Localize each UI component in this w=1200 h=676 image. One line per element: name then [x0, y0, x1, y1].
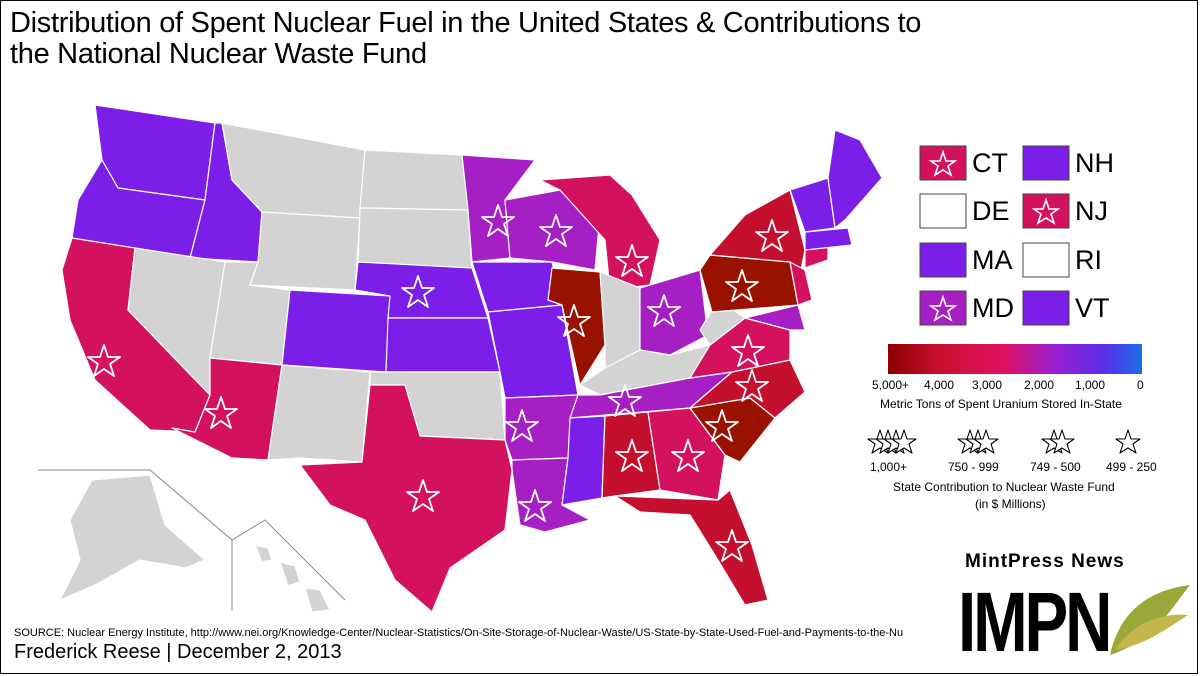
legend-label-vt: VT — [1075, 293, 1110, 323]
state-south-dakota — [357, 207, 473, 271]
state-florida — [614, 489, 769, 606]
fund-stars-500-749 — [1041, 429, 1075, 454]
brand-name: MintPress News — [965, 551, 1125, 572]
scale-tick-2000: 2,000 — [1024, 378, 1055, 392]
star-virginia — [731, 334, 765, 367]
scale-caption: Metric Tons of Spent Uranium Stored In-S… — [880, 397, 1122, 411]
state-mississippi — [561, 415, 606, 506]
state-iowa — [471, 261, 563, 313]
legend-label-md: MD — [972, 293, 1014, 323]
star-california — [87, 344, 121, 377]
star-michigan — [615, 244, 649, 277]
state-colorado — [281, 289, 391, 373]
state-new-mexico — [267, 364, 371, 463]
fund-stars-1000plus — [867, 429, 917, 454]
star-louisiana — [518, 489, 552, 522]
map-stars — [87, 204, 789, 562]
state-hawaii — [254, 544, 331, 613]
legend-label-nh: NH — [1075, 148, 1114, 178]
scale-tick-1000: 1,000 — [1075, 378, 1106, 392]
state-arkansas — [504, 394, 579, 461]
fund-stars-250-499 — [1115, 429, 1141, 454]
state-ohio — [639, 269, 709, 356]
legend-star-ct — [928, 149, 958, 177]
star-arkansas — [505, 409, 539, 442]
star-florida — [715, 529, 749, 562]
states-layer — [59, 104, 883, 613]
legend-label-ri: RI — [1075, 245, 1102, 275]
fund-label-1000plus: 1,000+ — [870, 460, 908, 474]
state-missouri — [487, 304, 579, 399]
legend-box-ri — [1022, 242, 1070, 278]
title-line-2: the National Nuclear Waste Fund — [10, 38, 427, 70]
star-north-carolina — [735, 369, 769, 402]
fund-label-500-749: 749 - 500 — [1030, 460, 1081, 474]
state-new-jersey — [789, 261, 813, 306]
scale-tick-0: 0 — [1137, 378, 1144, 392]
legend-box-ma — [919, 242, 967, 278]
fund-label-250-499: 499 - 250 — [1106, 460, 1157, 474]
author-date: Frederick Reese | December 2, 2013 — [14, 641, 342, 663]
state-maryland — [744, 304, 806, 331]
fund-stars-750-999 — [957, 429, 999, 454]
star-illinois — [557, 304, 591, 337]
star-georgia — [671, 439, 705, 472]
star-alabama — [615, 439, 649, 472]
star-ohio — [647, 294, 681, 327]
state-maine — [827, 129, 883, 229]
state-texas — [299, 384, 513, 613]
small-states-legend — [919, 145, 1070, 326]
state-alabama — [601, 411, 661, 499]
title-line-1: Distribution of Spent Nuclear Fuel in th… — [10, 7, 922, 39]
hawaii-inset-border — [231, 519, 346, 601]
scale-tick-5000: 5,000+ — [872, 378, 910, 392]
legend-label-nj: NJ — [1075, 196, 1108, 226]
fund-caption-line1: State Contribution to Nuclear Waste Fund — [893, 480, 1115, 494]
star-pennsylvania — [725, 269, 759, 302]
legend-box-de — [919, 193, 967, 229]
legend-star-nj — [1031, 197, 1061, 225]
legend-label-ct: CT — [972, 148, 1008, 178]
star-minnesota — [481, 204, 515, 237]
star-wisconsin — [539, 214, 573, 247]
legend-label-de: DE — [972, 196, 1010, 226]
scale-tick-4000: 4,000 — [924, 378, 955, 392]
source-note: SOURCE: Nuclear Energy Institute, http:/… — [14, 627, 904, 639]
legend-star-md — [928, 294, 958, 322]
star-nebraska — [401, 275, 435, 308]
state-alaska — [59, 474, 206, 601]
state-north-dakota — [359, 149, 469, 211]
legend-box-nh — [1022, 145, 1070, 181]
scale-tick-3000: 3,000 — [972, 378, 1003, 392]
star-texas — [406, 479, 440, 512]
legend-label-ma: MA — [972, 245, 1013, 275]
brand-leaf-icon — [1103, 570, 1195, 662]
state-georgia — [647, 407, 726, 501]
alaska-inset-border — [38, 469, 233, 610]
star-tennessee — [608, 384, 642, 417]
fund-legend-stars — [867, 429, 1141, 454]
star-south-carolina — [705, 409, 739, 442]
state-wyoming — [249, 211, 361, 291]
state-pennsylvania — [699, 254, 799, 313]
star-new-york — [755, 219, 789, 252]
legend-box-vt — [1022, 290, 1070, 326]
color-scale-bar — [888, 344, 1142, 374]
fund-caption-line2: (in $ Millions) — [975, 497, 1046, 511]
star-arizona — [204, 396, 238, 429]
state-kansas — [385, 317, 501, 373]
state-massachusetts — [804, 227, 853, 251]
fund-label-750-999: 750 - 999 — [948, 460, 999, 474]
brand-logo: IMPN — [958, 575, 1112, 669]
map-title: Distribution of Spent Nuclear Fuel in th… — [10, 8, 1090, 70]
